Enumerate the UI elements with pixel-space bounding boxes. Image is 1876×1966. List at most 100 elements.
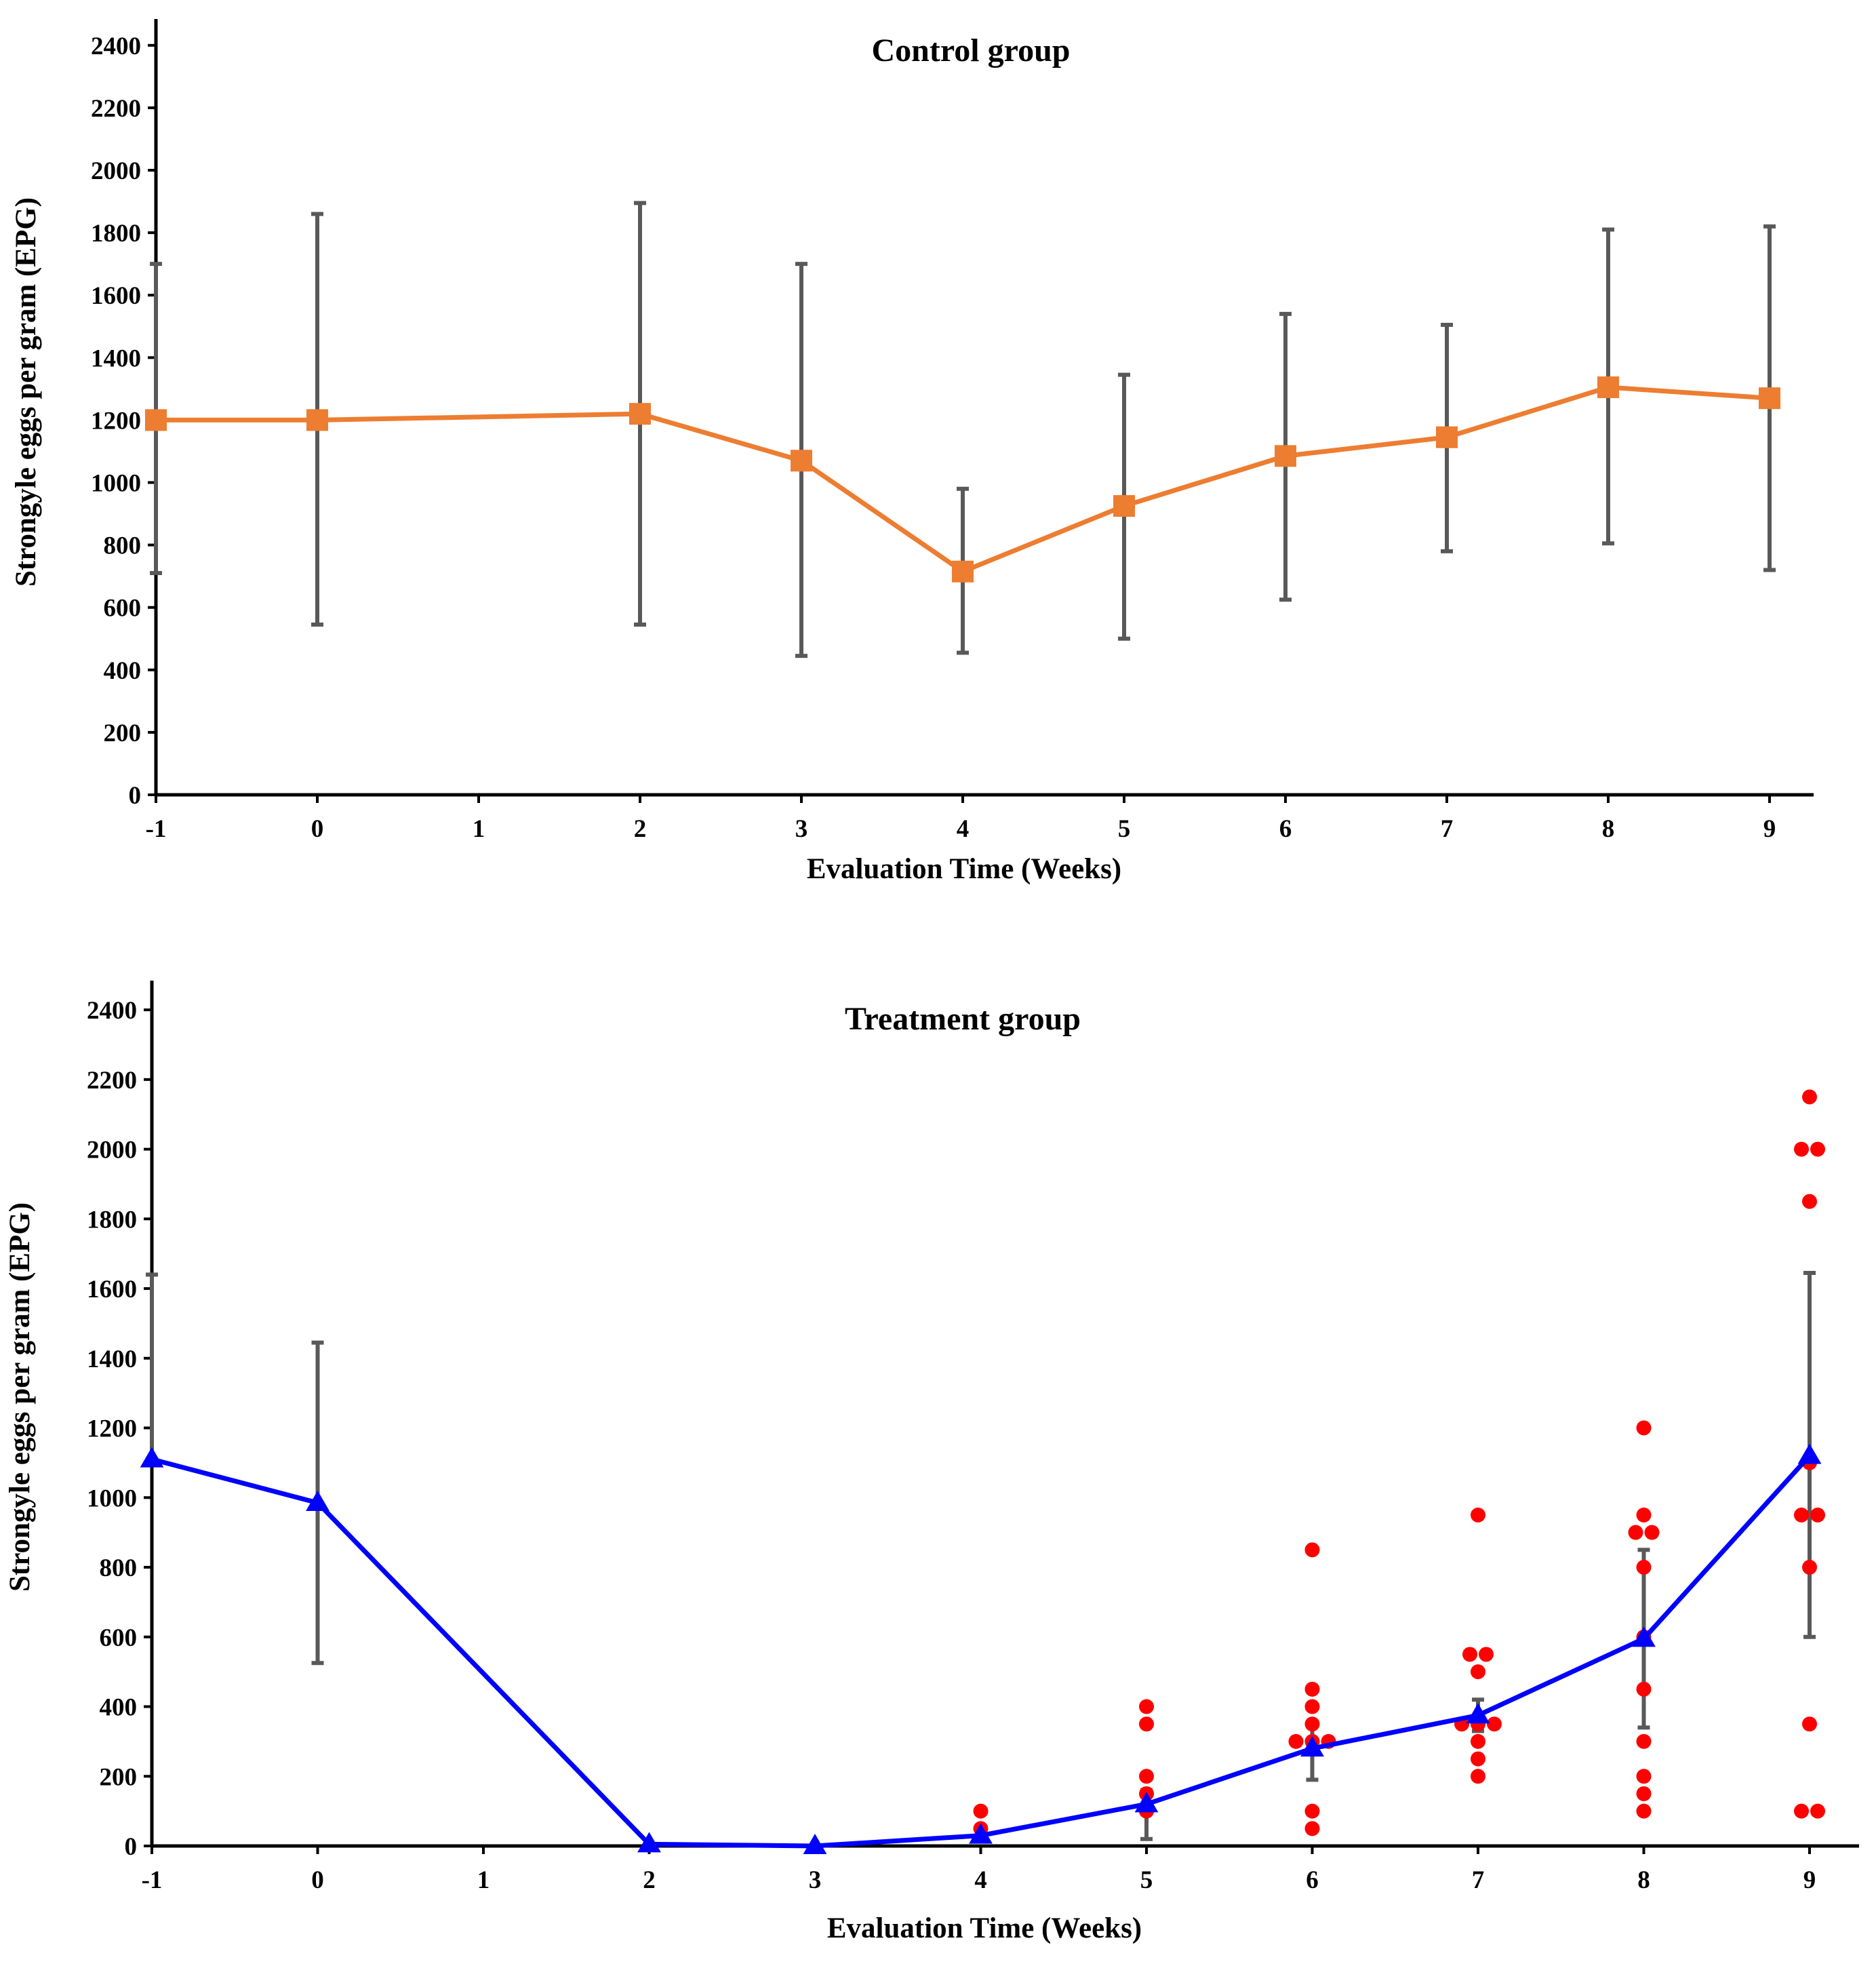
treatment-individual-point [1794, 1507, 1809, 1522]
control-series-line [156, 385, 1770, 574]
treatment-y-tick-label: 2400 [87, 997, 137, 1025]
treatment-individual-point [1794, 1803, 1809, 1819]
control-plot-area: 0 200 400 600 800 1000 1200 1400 1600 1800 2000 220… [91, 19, 1814, 843]
control-data-point [1275, 445, 1296, 467]
control-chart: 0 200 400 600 800 1000 1200 1400 1600 1800 2000 220… [10, 19, 1814, 885]
treatment-y-tick-label: 800 [100, 1554, 138, 1582]
treatment-data-point [637, 1832, 661, 1853]
control-y-tick-label: 800 [104, 532, 142, 560]
treatment-individual-point [1628, 1525, 1643, 1540]
treatment-y-axis-title: Strongyle eggs per gram (EPG) [4, 1202, 36, 1592]
treatment-x-axis-title: Evaluation Time (Weeks) [827, 1912, 1142, 1944]
treatment-individual-point [973, 1803, 989, 1819]
treatment-individual-point [1471, 1733, 1485, 1749]
control-data-point [145, 409, 167, 431]
control-y-tick-label: 1600 [91, 282, 141, 310]
treatment-individual-point [1802, 1194, 1817, 1209]
control-x-tick-label: 8 [1602, 815, 1615, 843]
treatment-individual-point [1636, 1507, 1652, 1522]
control-y-tick-label: 1400 [91, 345, 141, 372]
treatment-y-tick-label: 1000 [87, 1485, 137, 1512]
treatment-individual-point [1794, 1141, 1809, 1157]
treatment-individual-point [1810, 1507, 1825, 1522]
treatment-individual-point [1479, 1647, 1494, 1662]
treatment-individual-point [1636, 1560, 1652, 1575]
treatment-individual-point [1139, 1716, 1154, 1732]
treatment-plot-area: 0 200 400 600 800 1000 1200 1400 1600 1800 2000 220… [87, 981, 1859, 1894]
control-x-axis-title: Evaluation Time (Weeks) [807, 853, 1121, 885]
control-y-tick-label: 2400 [91, 33, 141, 60]
treatment-individual-point [1139, 1769, 1154, 1784]
treatment-x-tick-label: 0 [311, 1866, 324, 1894]
control-y-tick-label: 200 [104, 720, 142, 747]
control-data-point [629, 403, 651, 425]
treatment-individual-point [1304, 1821, 1320, 1836]
treatment-individual-point [1471, 1664, 1485, 1680]
treatment-chart: 0 200 400 600 800 1000 1200 1400 1600 1800 2000 220… [4, 981, 1859, 1944]
treatment-individual-point [1288, 1733, 1304, 1749]
control-x-tick-label: 1 [473, 815, 485, 843]
control-y-tick-label: 2000 [91, 157, 141, 185]
control-y-tick-label: 1800 [91, 220, 141, 248]
control-y-tick-label: 2200 [91, 95, 141, 123]
control-x-tick-label: -1 [146, 815, 167, 843]
treatment-individual-point [1802, 1089, 1817, 1105]
treatment-individual-point [1810, 1141, 1825, 1157]
treatment-individual-point [1636, 1733, 1652, 1749]
treatment-x-tick-label: 2 [643, 1866, 656, 1894]
treatment-x-tick-label: 9 [1803, 1866, 1816, 1894]
treatment-individual-point [1636, 1681, 1652, 1697]
control-data-point [1597, 376, 1619, 399]
treatment-individual-point [1636, 1769, 1652, 1784]
treatment-x-tick-label: 6 [1306, 1866, 1319, 1894]
treatment-individual-point [1636, 1786, 1652, 1801]
treatment-individual-point [1487, 1716, 1502, 1732]
treatment-x-tick-label: 8 [1637, 1866, 1650, 1894]
treatment-x-tick-label: 4 [974, 1866, 987, 1894]
control-data-point [791, 450, 812, 472]
treatment-y-tick-label: 1800 [87, 1206, 137, 1234]
treatment-data-point [969, 1823, 993, 1844]
control-chart-title: Control group [872, 33, 1071, 68]
treatment-chart-title: Treatment group [845, 1001, 1081, 1037]
treatment-individual-point [1462, 1647, 1477, 1662]
treatment-y-tick-label: 400 [100, 1694, 138, 1722]
treatment-data-point [803, 1834, 827, 1854]
treatment-data-point [140, 1447, 164, 1468]
control-y-tick-label: 400 [104, 657, 142, 685]
control-y-tick-label: 1000 [91, 470, 141, 498]
treatment-x-tick-label: 7 [1472, 1866, 1485, 1894]
control-x-tick-label: 3 [795, 815, 808, 843]
control-y-tick-label: 0 [129, 782, 142, 810]
treatment-individual-point [1471, 1751, 1485, 1767]
treatment-individual-point [1636, 1803, 1652, 1819]
treatment-x-tick-label: 3 [809, 1866, 822, 1894]
treatment-data-point [1797, 1443, 1822, 1464]
treatment-y-tick-label: 0 [125, 1833, 138, 1861]
treatment-y-tick-label: 600 [100, 1624, 138, 1652]
control-data-point [306, 409, 328, 431]
treatment-x-tick-label: -1 [142, 1866, 163, 1894]
treatment-y-tick-label: 200 [100, 1763, 138, 1791]
treatment-individual-point [1810, 1803, 1825, 1819]
treatment-individual-point [1644, 1525, 1660, 1540]
treatment-individual-point [1139, 1699, 1154, 1714]
treatment-y-tick-label: 2200 [87, 1067, 137, 1095]
control-data-point [1436, 426, 1458, 448]
treatment-y-tick-label: 1600 [87, 1276, 137, 1303]
control-x-tick-label: 9 [1763, 815, 1776, 843]
control-x-tick-label: 7 [1441, 815, 1454, 843]
control-y-tick-label: 1200 [91, 407, 141, 435]
treatment-individual-point [1304, 1681, 1320, 1697]
treatment-individual-point [1304, 1542, 1320, 1558]
control-x-tick-label: 2 [634, 815, 647, 843]
control-x-tick-label: 5 [1118, 815, 1131, 843]
control-y-tick-label: 600 [104, 595, 142, 623]
treatment-data-point [1134, 1792, 1159, 1813]
treatment-x-tick-label: 1 [477, 1866, 490, 1894]
control-x-tick-label: 0 [311, 815, 324, 843]
treatment-individual-point [1471, 1507, 1485, 1522]
treatment-y-tick-label: 1200 [87, 1415, 137, 1443]
treatment-y-tick-label: 1400 [87, 1345, 137, 1373]
control-data-point [1113, 495, 1135, 517]
